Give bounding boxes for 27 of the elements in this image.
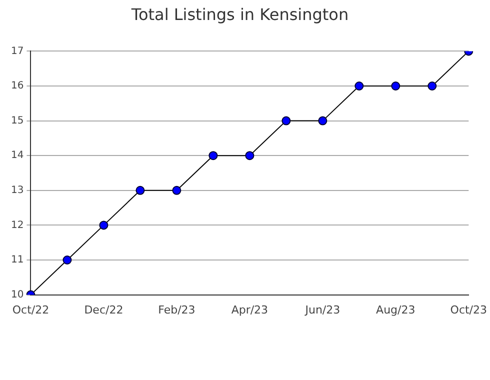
point [136, 186, 145, 195]
point [99, 220, 108, 230]
x-tick-label: Feb/23 [158, 303, 196, 316]
x-tick-label: Oct/23 [450, 303, 488, 316]
y-tick-label: 15 [10, 115, 24, 126]
point [391, 82, 400, 90]
point [354, 82, 364, 90]
point [172, 186, 182, 195]
x-tick-label: Oct/22 [12, 303, 50, 316]
x-tick-label: Dec/22 [84, 303, 124, 316]
y-tick-label: 11 [10, 254, 24, 266]
x-tick-label: Aug/23 [376, 303, 416, 316]
point [428, 82, 437, 90]
point [245, 151, 254, 160]
y-tick-label: 14 [10, 150, 24, 162]
point [208, 151, 218, 160]
y-tick-label: 16 [10, 80, 24, 92]
x-tick-label: Jun/23 [304, 303, 340, 316]
y-tick-label: 13 [10, 184, 24, 196]
chart-title: Total Listings in Kensington [130, 4, 349, 24]
x-tick-label: Apr/23 [231, 303, 268, 316]
y-tick-label: 17 [10, 46, 24, 57]
point [282, 116, 291, 126]
point [62, 256, 72, 264]
point [318, 116, 328, 126]
y-tick-label: 10 [10, 289, 24, 300]
y-tick-label: 12 [10, 220, 24, 231]
